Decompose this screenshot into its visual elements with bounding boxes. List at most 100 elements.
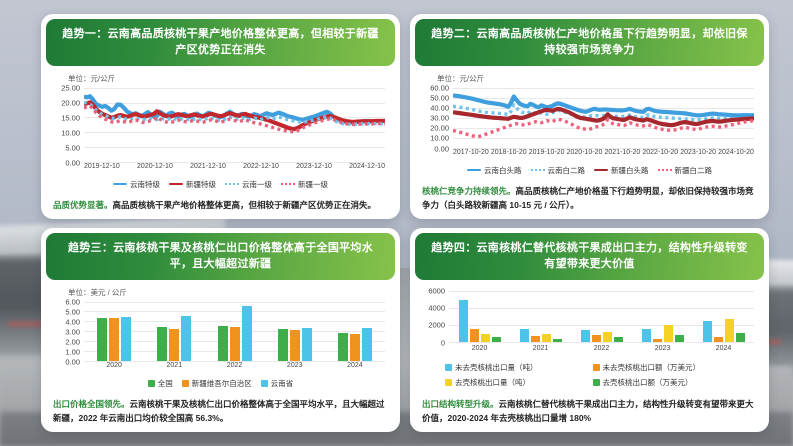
gridline: 20.00 [430, 124, 754, 133]
legend-item[interactable]: 去壳核桃出口额（万美元） [592, 377, 693, 388]
line-series-svg [453, 88, 754, 148]
x-axis-tick: 2018-10-20 [490, 148, 527, 156]
bar-未去壳核桃出口额（万美元）-2023[interactable] [652, 339, 662, 342]
trend-2-unit-label: 单位：元/公斤 [437, 74, 485, 83]
legend-item[interactable]: 云南一级 [225, 179, 272, 190]
gridline: 0.00 [65, 358, 385, 367]
trend-2-legend: 云南白头路 云南白二路 新疆白头路 新疆白二路 [419, 164, 760, 178]
legend-item[interactable]: 未去壳核桃出口额（万美元） [592, 362, 701, 373]
x-axis-tick: 2023 [286, 362, 303, 369]
gridline: 6000 [428, 286, 754, 295]
legend-item[interactable]: 云南白头路 [467, 165, 522, 176]
bar-未去壳核桃出口额（万美元）-2021[interactable] [530, 336, 540, 342]
trend-1-legend: 云南特级 新疆特级 云南一级 新疆一级 [50, 178, 391, 192]
y-axis-tick: 0.00 [434, 144, 449, 153]
bar-去壳核桃出口量（吨）-2022[interactable] [602, 331, 612, 342]
bar-云南省-2021[interactable] [181, 315, 192, 361]
bar-未去壳核桃出口额（万美元）-2022[interactable] [591, 334, 601, 342]
y-axis-tick: 0 [440, 338, 445, 348]
gridline: 0.00 [65, 158, 385, 167]
bar-新疆维吾尔自治区-2021[interactable] [169, 329, 180, 361]
bar-云南省-2020[interactable] [121, 317, 132, 361]
trend-panel-3: 趋势三：云南核桃干果及核桃仁出口价格整体高于全国平均水平，且大幅超过新疆 单位：… [41, 227, 400, 432]
bar-group-2020 [84, 302, 144, 361]
bar-group-2023 [632, 291, 693, 342]
bar-未去壳核桃出口量（吨）-2023[interactable] [641, 329, 651, 342]
line-series-svg [84, 88, 385, 162]
bar-去壳核桃出口量（吨）-2023[interactable] [663, 325, 673, 342]
bar-去壳核桃出口量（吨）-2021[interactable] [541, 334, 551, 342]
bar-group-2022 [204, 302, 264, 361]
bar-云南省-2022[interactable] [241, 305, 252, 361]
legend-swatch-icon [594, 168, 608, 172]
bar-去壳核桃出口额（万美元）-2021[interactable] [552, 338, 562, 342]
bar-云南省-2024[interactable] [361, 327, 372, 361]
legend-item[interactable]: 新疆白二路 [657, 165, 712, 176]
legend-label: 云南省 [270, 379, 294, 388]
x-axis-tick: 2020-10-20 [566, 148, 603, 156]
bar-未去壳核桃出口量（吨）-2021[interactable] [519, 328, 529, 342]
trend-3-footer-text: 云南核桃干果及核桃仁出口价格整体高于全国平均水平，且大幅超过新疆，2022 年云… [53, 399, 385, 423]
trend-4-legend: 未去壳核桃出口量（吨） 未去壳核桃出口额（万美元） 去壳核桃出口量（吨） 去壳核桃出口… [419, 360, 760, 391]
bar-云南省-2023[interactable] [301, 328, 312, 361]
trend-4-footer-highlight: 出口结构转型升级。 [422, 399, 499, 409]
bar-全国-2024[interactable] [337, 333, 348, 361]
trend-2-body: 单位：元/公斤 0.00 10.00 20.00 30.00 40.00 50.00 60.… [410, 66, 769, 180]
bar-全国-2022[interactable] [217, 325, 228, 361]
gridline: 0.00 [434, 144, 754, 153]
x-axis-tick: 2022 [226, 362, 243, 369]
y-axis-tick: 4.00 [65, 317, 80, 327]
legend-item[interactable]: 新疆维吾尔自治区 [181, 378, 252, 389]
trend-2-chart: 0.00 10.00 20.00 30.00 40.00 50.00 60.00 2017-… [419, 84, 760, 164]
trend-1-body: 单位：元/公斤 0.00 5.00 10.00 15.00 20.00 25.00 201… [41, 66, 400, 194]
legend-item[interactable]: 未去壳核桃出口量（吨） [445, 362, 538, 373]
legend-label: 去壳核桃出口额（万美元） [602, 378, 693, 387]
legend-item[interactable]: 云南白二路 [530, 165, 585, 176]
x-axis-tick: 2020 [106, 362, 122, 369]
x-axis-tick: 2024 [347, 362, 363, 369]
legend-label: 未去壳核桃出口额（万美元） [602, 363, 701, 372]
bar-去壳核桃出口额（万美元）-2024[interactable] [735, 332, 745, 342]
legend-item[interactable]: 去壳核桃出口量（吨） [445, 377, 530, 388]
y-axis-tick: 1.00 [65, 347, 80, 357]
bar-未去壳核桃出口量（吨）-2024[interactable] [702, 321, 712, 342]
legend-item[interactable]: 新疆一级 [281, 179, 328, 190]
legend-item[interactable]: 云南省 [260, 378, 294, 389]
legend-item[interactable]: 新疆白头路 [594, 165, 649, 176]
bar-新疆维吾尔自治区-2023[interactable] [289, 330, 300, 361]
bar-全国-2023[interactable] [277, 329, 288, 361]
bar-去壳核桃出口量（吨）-2020[interactable] [480, 333, 490, 342]
trend-4-plot-area: 0 2000 4000 6000 [428, 286, 754, 348]
y-axis-tick: 2000 [428, 320, 445, 330]
y-axis-tick: 4000 [428, 303, 445, 313]
legend-label: 云南一级 [242, 179, 272, 189]
bar-新疆维吾尔自治区-2024[interactable] [349, 333, 360, 361]
bar-新疆维吾尔自治区-2020[interactable] [109, 317, 120, 361]
bar-新疆维吾尔自治区-2022[interactable] [229, 327, 240, 361]
trend-3-body: 单位：美元 / 公斤 0.00 1.00 2.00 3.00 4.00 5.00 6.00 … [41, 280, 400, 394]
bar-全国-2020[interactable] [97, 318, 108, 361]
bar-去壳核桃出口额（万美元）-2022[interactable] [613, 336, 623, 342]
x-axis-tick: 2017-10-20 [453, 148, 489, 156]
legend-item[interactable]: 新疆特级 [169, 179, 216, 190]
bar-未去壳核桃出口额（万美元）-2020[interactable] [469, 329, 479, 342]
trend-4-title: 趋势四：云南核桃仁替代核桃干果成出口主力，结构性升级转变有望带来更大价值 [415, 232, 764, 280]
y-axis-tick: 20.00 [61, 98, 80, 108]
trend-1-unit-label: 单位：元/公斤 [68, 74, 116, 83]
legend-item[interactable]: 云南特级 [113, 179, 160, 190]
bar-group-2022 [571, 291, 632, 342]
gridline: 2000 [428, 321, 754, 330]
bar-去壳核桃出口额（万美元）-2023[interactable] [674, 334, 684, 342]
bar-全国-2021[interactable] [157, 327, 168, 361]
x-axis-tick: 2021 [532, 345, 549, 352]
legend-swatch-icon [181, 380, 189, 387]
gridline: 4000 [428, 303, 754, 312]
bar-未去壳核桃出口量（吨）-2022[interactable] [580, 329, 590, 342]
bar-去壳核桃出口额（万美元）-2020[interactable] [491, 337, 501, 342]
bar-去壳核桃出口量（吨）-2024[interactable] [724, 319, 734, 342]
y-axis-tick: 30.00 [430, 113, 449, 123]
bar-未去壳核桃出口额（万美元）-2024[interactable] [713, 336, 723, 342]
legend-item[interactable]: 全国 [147, 378, 173, 389]
bar-未去壳核桃出口量（吨）-2020[interactable] [458, 299, 468, 342]
legend-swatch-icon [467, 168, 481, 172]
